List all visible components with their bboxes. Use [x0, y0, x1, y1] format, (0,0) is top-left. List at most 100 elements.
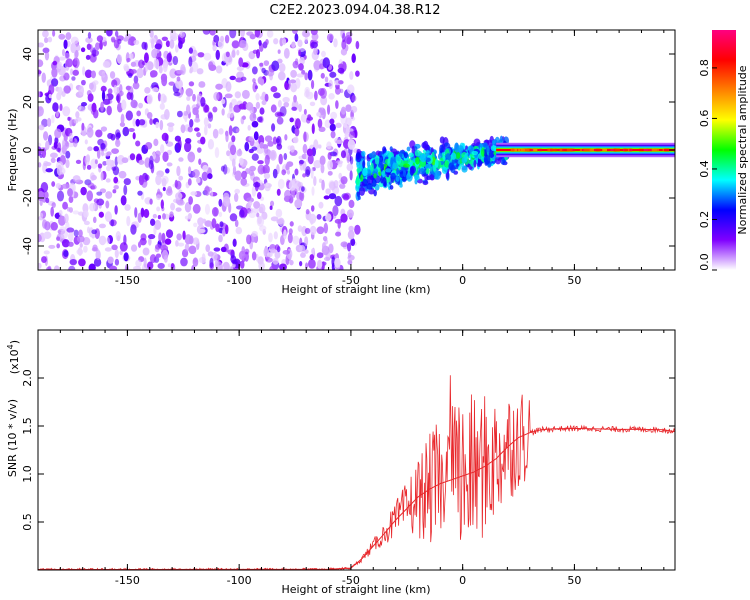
heatmap-cell: [304, 236, 309, 247]
heatmap-cell: [38, 146, 42, 157]
heatmap-cell: [328, 243, 334, 254]
heatmap-cell: [235, 226, 243, 235]
heatmap-cell: [188, 47, 194, 54]
heatmap-cell: [343, 123, 348, 128]
heatmap-cell: [486, 145, 490, 155]
heatmap-cell: [323, 222, 329, 234]
heatmap-cell: [269, 205, 273, 210]
heatmap-cell: [521, 148, 527, 152]
heatmap-cell: [152, 87, 159, 93]
heatmap-cell: [204, 124, 208, 136]
colorbar-tick-label: 0.0: [698, 253, 711, 271]
heatmap-cell: [161, 232, 166, 244]
heatmap-cell: [251, 146, 258, 151]
heatmap-cell: [269, 149, 277, 161]
heatmap-cell: [163, 254, 168, 263]
heatmap-cell: [44, 37, 49, 44]
heatmap-cell: [204, 220, 213, 227]
heatmap-cell: [215, 261, 223, 270]
spectrogram-heatmap: [38, 30, 675, 270]
heatmap-cell: [114, 129, 121, 140]
heatmap-cell: [90, 70, 96, 79]
heatmap-cell: [220, 246, 227, 253]
heatmap-cell: [83, 245, 88, 253]
heatmap-cell: [288, 228, 293, 235]
heatmap-cell: [274, 111, 283, 118]
heatmap-cell: [192, 49, 198, 57]
heatmap-cell: [194, 117, 201, 123]
heatmap-cell: [58, 215, 66, 226]
heatmap-cell: [100, 126, 108, 132]
heatmap-cell: [61, 145, 67, 155]
heatmap-cell: [154, 43, 162, 50]
heatmap-cell: [140, 207, 145, 218]
heatmap-cell: [173, 91, 181, 97]
heatmap-cell: [236, 49, 240, 56]
heatmap-cell: [311, 123, 315, 135]
heatmap-cell: [67, 188, 73, 197]
heatmap-cell: [414, 174, 420, 181]
heatmap-cell: [309, 101, 316, 107]
heatmap-cell: [59, 103, 63, 112]
heatmap-cell: [213, 91, 220, 101]
heatmap-cell: [318, 178, 323, 184]
heatmap-cell: [225, 131, 229, 143]
heatmap-cell: [141, 41, 147, 50]
heatmap-cell: [160, 244, 169, 252]
colorbar-tick-label: 0.8: [698, 59, 711, 77]
heatmap-cell: [166, 162, 173, 167]
heatmap-cell: [176, 165, 181, 177]
x-tick-label: 0: [459, 274, 466, 287]
heatmap-cell: [143, 257, 147, 268]
heatmap-cell: [95, 129, 103, 138]
heatmap-cell: [149, 70, 158, 78]
heatmap-cell: [263, 172, 271, 180]
heatmap-cell: [48, 244, 56, 249]
heatmap-cell: [309, 225, 317, 235]
heatmap-cell: [248, 170, 255, 177]
heatmap-cell: [187, 178, 192, 186]
heatmap-cell: [204, 203, 211, 215]
heatmap-cell: [239, 260, 245, 269]
heatmap-cell: [208, 64, 217, 72]
heatmap-cell: [111, 148, 120, 155]
heatmap-cell: [299, 159, 305, 165]
heatmap-cell: [126, 57, 131, 63]
heatmap-cell: [338, 172, 343, 180]
heatmap-cell: [307, 114, 312, 119]
heatmap-cell: [83, 220, 90, 226]
heatmap-cell: [313, 47, 319, 55]
heatmap-cell: [192, 169, 200, 178]
heatmap-cell: [105, 191, 113, 199]
heatmap-cell: [43, 231, 52, 240]
heatmap-cell: [98, 223, 106, 229]
heatmap-cell: [291, 106, 297, 111]
heatmap-cell: [226, 150, 231, 157]
heatmap-cell: [184, 243, 190, 252]
heatmap-cell: [168, 125, 174, 133]
heatmap-cell: [172, 32, 179, 38]
heatmap-cell: [274, 250, 281, 259]
heatmap-cell: [56, 164, 63, 176]
heatmap-cell: [70, 36, 79, 45]
heatmap-cell: [602, 148, 608, 152]
heatmap-cell: [330, 130, 336, 139]
heatmap-cell: [178, 40, 183, 50]
heatmap-cell: [53, 141, 58, 149]
heatmap-cell: [266, 252, 273, 258]
heatmap-cell: [197, 228, 206, 234]
heatmap-cell: [76, 235, 85, 243]
heatmap-cell: [344, 133, 350, 138]
heatmap-cell: [114, 258, 120, 266]
heatmap-cell: [241, 62, 249, 68]
heatmap-cell: [347, 242, 352, 252]
heatmap-cell: [65, 32, 72, 41]
heatmap-cell: [54, 128, 62, 139]
heatmap-cell: [95, 249, 101, 261]
heatmap-cell: [221, 108, 225, 116]
heatmap-cell: [167, 186, 173, 194]
heatmap-cell: [275, 138, 280, 144]
heatmap-cell: [410, 165, 416, 174]
heatmap-cell: [38, 59, 44, 68]
heatmap-cell: [133, 39, 140, 45]
